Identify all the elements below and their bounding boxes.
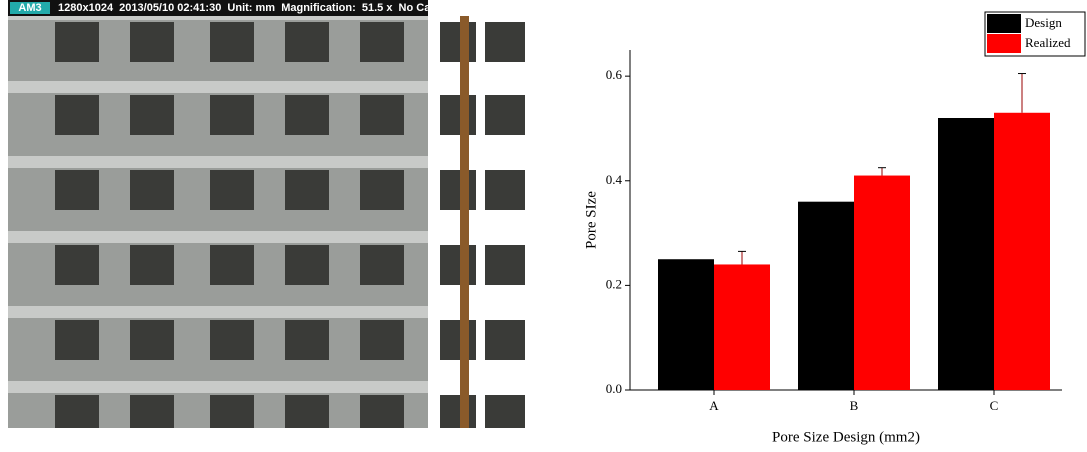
photo-pore [210,22,254,62]
page: AM3 1280x1024 2013/05/10 02:41:30 Unit: … [0,0,1087,452]
photo-pore [285,170,329,210]
photo-strut [8,156,428,168]
photo-pore [360,395,404,428]
photo-pore [55,395,99,428]
photo-pore [360,95,404,135]
photo-header: 1280x1024 2013/05/10 02:41:30 Unit: mm M… [58,2,431,14]
photo-pore [285,320,329,360]
legend-label: Realized [1025,35,1071,50]
photo-strut [8,231,428,243]
photo-pore [485,395,525,428]
photo-pore [285,245,329,285]
x-tick-label: B [850,398,859,413]
photo-strut [8,81,428,93]
photo-pore [55,22,99,62]
photo-pore [485,95,525,135]
bar [994,113,1050,390]
photo-pore [285,22,329,62]
y-tick-label: 0.4 [606,172,623,187]
photo-pore [360,22,404,62]
photo-pore [130,95,174,135]
photo-pore [360,245,404,285]
y-tick-label: 0.0 [606,381,622,396]
bar [714,264,770,390]
bar [658,259,714,390]
photo-edge [428,0,440,428]
legend-swatch [987,34,1021,53]
photo-pore [210,170,254,210]
chart: 0.0 0.2 0.4 0.6 A B C Pore Size Design (mm2) Por… [583,12,1085,445]
photo-pore [55,95,99,135]
legend-swatch [987,14,1021,33]
photo-pore [55,245,99,285]
photo-pore [210,95,254,135]
microscope-image [8,0,525,428]
x-tick-label: A [709,398,719,413]
y-axis-label: Pore SIze [583,191,599,249]
photo-tag: AM3 [18,2,41,14]
y-tick-label: 0.2 [606,276,622,291]
bar [938,118,994,390]
x-axis-label: Pore Size Design (mm2) [772,429,920,445]
photo-pore [130,395,174,428]
x-tick-label: C [990,398,999,413]
y-tick-label: 0.6 [606,67,623,82]
photo-pore [485,170,525,210]
bar [854,176,910,390]
photo-pore [210,320,254,360]
photo-pore [55,320,99,360]
photo-pore [210,395,254,428]
photo-pore [485,320,525,360]
photo-pore [285,395,329,428]
photo-wire [460,16,469,428]
photo-pore [360,170,404,210]
bar [798,202,854,390]
photo-pore [130,245,174,285]
photo-pore [130,22,174,62]
photo-strut [8,306,428,318]
photo-pore [285,95,329,135]
photo-pore [130,170,174,210]
photo-pore [210,245,254,285]
photo-pore [130,320,174,360]
photo-pore [485,245,525,285]
photo-pore [360,320,404,360]
legend-label: Design [1025,15,1062,30]
photo-pore [485,22,525,62]
photo-pore [55,170,99,210]
photo-strut [8,381,428,393]
photo-background [8,0,428,428]
